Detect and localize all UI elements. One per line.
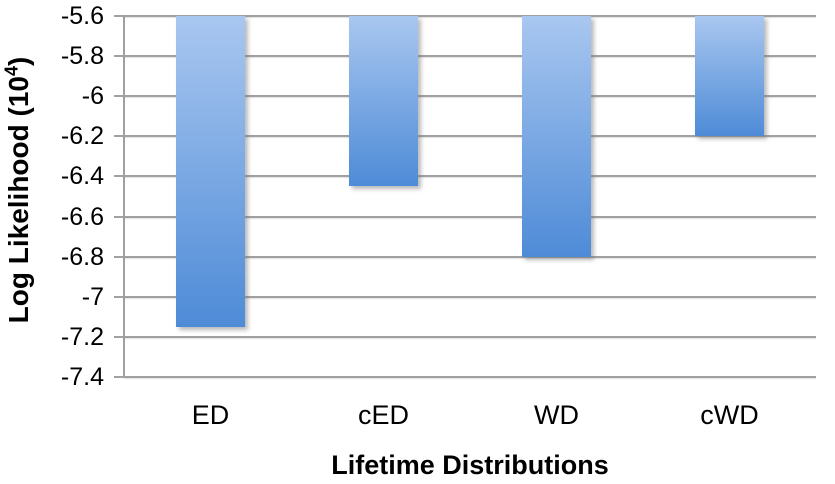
y-tick-label: -5.6 xyxy=(60,2,104,30)
y-tick-labels: -5.6 -5.8 -6 -6.2 -6.4 -6.6 -6.8 -7 -7.2 -7.4 xyxy=(18,0,104,484)
y-axis-line xyxy=(123,16,125,378)
y-tick-label: -5.8 xyxy=(60,42,104,71)
x-tick-label: ED xyxy=(191,400,230,430)
gridline xyxy=(124,215,816,218)
y-axis-tick xyxy=(114,335,124,338)
y-axis-tick xyxy=(114,95,124,98)
x-tick-labels: ED cED WD cWD xyxy=(0,398,835,432)
y-tick-label: -6.4 xyxy=(60,162,104,191)
y-axis-tick xyxy=(114,135,124,138)
gridline xyxy=(124,295,816,298)
gridline xyxy=(124,376,816,378)
gridline xyxy=(124,55,816,58)
y-axis-tick xyxy=(114,15,124,17)
y-tick-label: -7.4 xyxy=(60,363,104,391)
gridline xyxy=(124,95,816,98)
y-tick-label: -6.6 xyxy=(60,202,104,231)
y-axis-tick xyxy=(114,376,124,378)
plot-area xyxy=(124,15,816,378)
gridline xyxy=(124,135,816,138)
x-tick-label: cED xyxy=(357,400,409,430)
x-axis-title: Lifetime Distributions xyxy=(331,450,609,480)
gridline xyxy=(124,15,816,17)
y-axis-tick xyxy=(114,295,124,298)
x-tick-label: cWD xyxy=(700,400,759,430)
y-tick-label: -6.8 xyxy=(60,242,104,271)
y-axis-tick xyxy=(114,175,124,178)
bar-WD xyxy=(522,16,591,257)
y-axis-tick xyxy=(114,215,124,218)
bar-ED xyxy=(176,16,245,327)
x-tick-label: WD xyxy=(534,400,579,430)
gridline xyxy=(124,255,816,258)
bar-cED xyxy=(349,16,418,187)
y-axis-tick xyxy=(114,255,124,258)
bar-cWD xyxy=(695,16,764,137)
y-axis-tick xyxy=(114,55,124,58)
y-tick-label: -6 xyxy=(81,82,104,111)
y-tick-label: -7.2 xyxy=(60,322,104,351)
gridline xyxy=(124,175,816,178)
y-tick-label: -6.2 xyxy=(60,122,104,151)
gridline xyxy=(124,335,816,338)
y-tick-label: -7 xyxy=(81,282,104,311)
